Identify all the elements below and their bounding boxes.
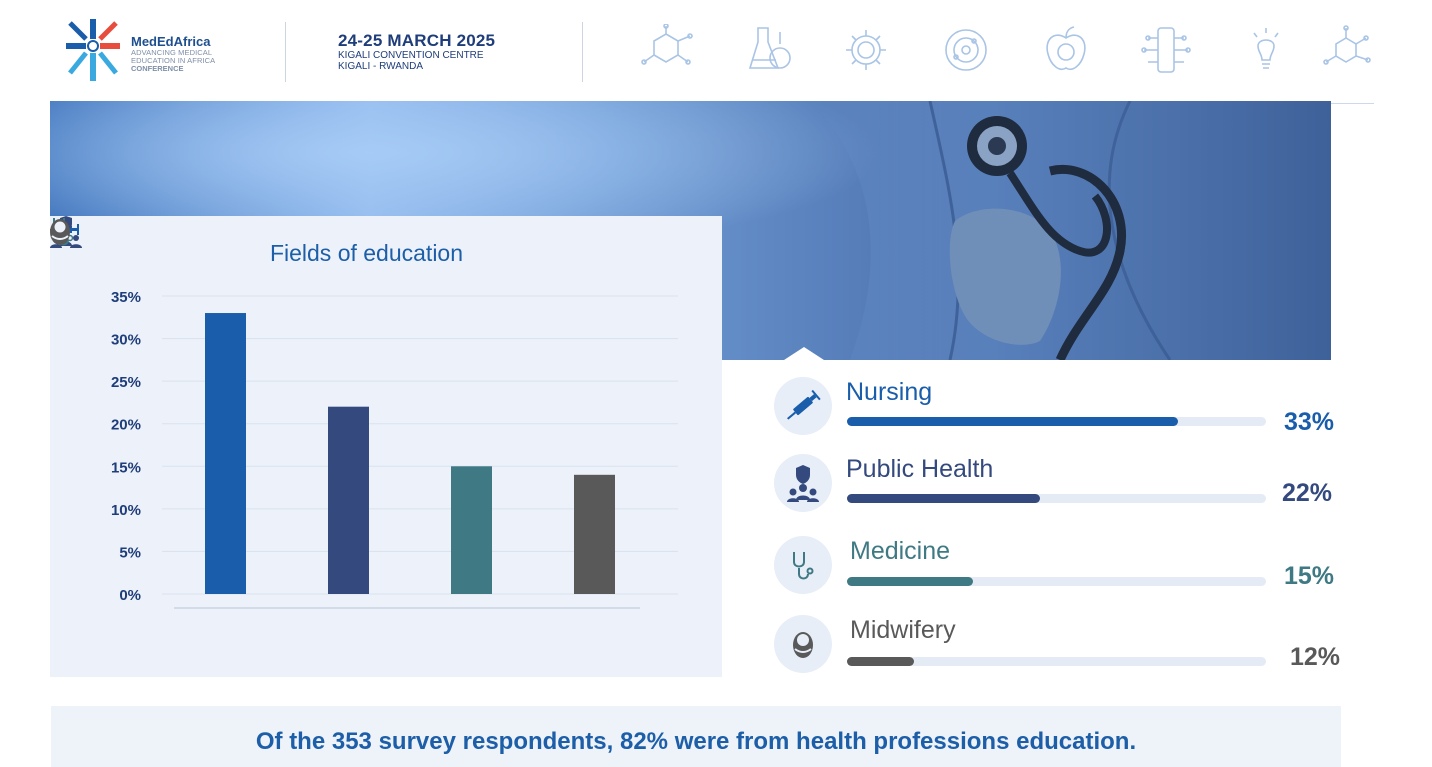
stethoscope-icon [793, 552, 814, 580]
bar-midwifery [574, 474, 615, 594]
chart-panel: Fields of education 0% 5% 10% 15% 20% 25% 30% 3… [50, 216, 722, 677]
bar-public-health [328, 406, 369, 594]
breakdown-notch [784, 347, 824, 360]
item-bar-track [847, 417, 1266, 426]
baby-icon [793, 632, 813, 658]
breakdown-item-nursing: Nursing 33% [772, 377, 1372, 447]
logo-tagline-3: CONFERENCE [131, 64, 184, 73]
item-bar-fill [847, 577, 973, 586]
breakdown-item-medicine: Medicine 15% [772, 536, 1372, 606]
event-venue: KIGALI CONVENTION CENTRE [338, 50, 484, 61]
flask-icon [748, 27, 791, 69]
item-percent: 22% [1282, 479, 1333, 507]
footer-summary: Of the 353 survey respondents, 82% were … [255, 728, 1137, 755]
hexagon-molecule-icon [1323, 25, 1371, 65]
apple-icon [1046, 26, 1086, 70]
logo-name: MedEdAfrica [131, 34, 211, 49]
item-percent: 33% [1284, 408, 1335, 436]
lightbulb-icon [1253, 28, 1279, 69]
breakdown-item-public-health: Public Health 22% [772, 454, 1372, 524]
y-tick-label: 25% [111, 374, 141, 391]
item-bar-fill [847, 494, 1040, 503]
y-tick-label: 0% [119, 587, 141, 604]
syringe-icon [787, 389, 821, 420]
item-bar-track [847, 494, 1266, 503]
item-bar-track [847, 577, 1266, 586]
page-header: MedEdAfrica ADVANCING MEDICAL EDUCATION … [0, 0, 1432, 100]
item-icon-circle [774, 454, 832, 512]
logo-tagline-1: ADVANCING MEDICAL [131, 48, 213, 57]
header-divider [582, 22, 583, 82]
item-percent: 12% [1290, 643, 1341, 671]
bar-medicine [451, 466, 492, 594]
baby-icon [50, 219, 70, 245]
item-label: Public Health [846, 455, 994, 483]
header-divider [285, 22, 286, 82]
event-info: 24-25 MARCH 2025 KIGALI CONVENTION CENTR… [338, 31, 495, 72]
logo-tagline-2: EDUCATION IN AFRICA [131, 56, 216, 65]
item-icon-circle [774, 615, 832, 673]
y-tick-label: 15% [111, 459, 141, 476]
footer-banner: Of the 353 survey respondents, 82% were … [51, 706, 1341, 767]
circuit-icon [1141, 27, 1191, 73]
item-label: Medicine [850, 537, 951, 565]
item-bar-track [847, 657, 1266, 666]
logo-text: MedEdAfrica ADVANCING MEDICAL EDUCATION … [131, 34, 215, 73]
item-icon-circle [774, 536, 832, 594]
gear-icon [846, 30, 886, 70]
molecule-icon [641, 24, 693, 65]
bar-nursing [205, 313, 246, 594]
breakdown-item-midwifery: Midwifery 12% [772, 615, 1372, 685]
y-tick-label: 5% [119, 544, 141, 561]
item-bar-fill [847, 417, 1178, 426]
y-tick-label: 10% [111, 502, 141, 519]
atom-icon [945, 29, 987, 71]
mededafrica-logo-icon [66, 19, 120, 81]
y-tick-label: 30% [111, 332, 141, 349]
chart-title: Fields of education [269, 240, 464, 266]
header-rule [1330, 103, 1374, 104]
bar-chart: 0% 5% 10% 15% 20% 25% 30% 35% [50, 216, 678, 609]
y-tick-label: 20% [111, 417, 141, 434]
item-label: Midwifery [850, 616, 956, 644]
item-label: Nursing [846, 378, 933, 406]
community-icon [787, 465, 819, 502]
item-icon-circle [774, 377, 832, 435]
event-city: KIGALI - RWANDA [338, 61, 424, 72]
event-date: 24-25 MARCH 2025 [338, 31, 496, 50]
item-percent: 15% [1284, 562, 1335, 590]
item-bar-fill [847, 657, 915, 666]
y-tick-label: 35% [111, 289, 141, 306]
